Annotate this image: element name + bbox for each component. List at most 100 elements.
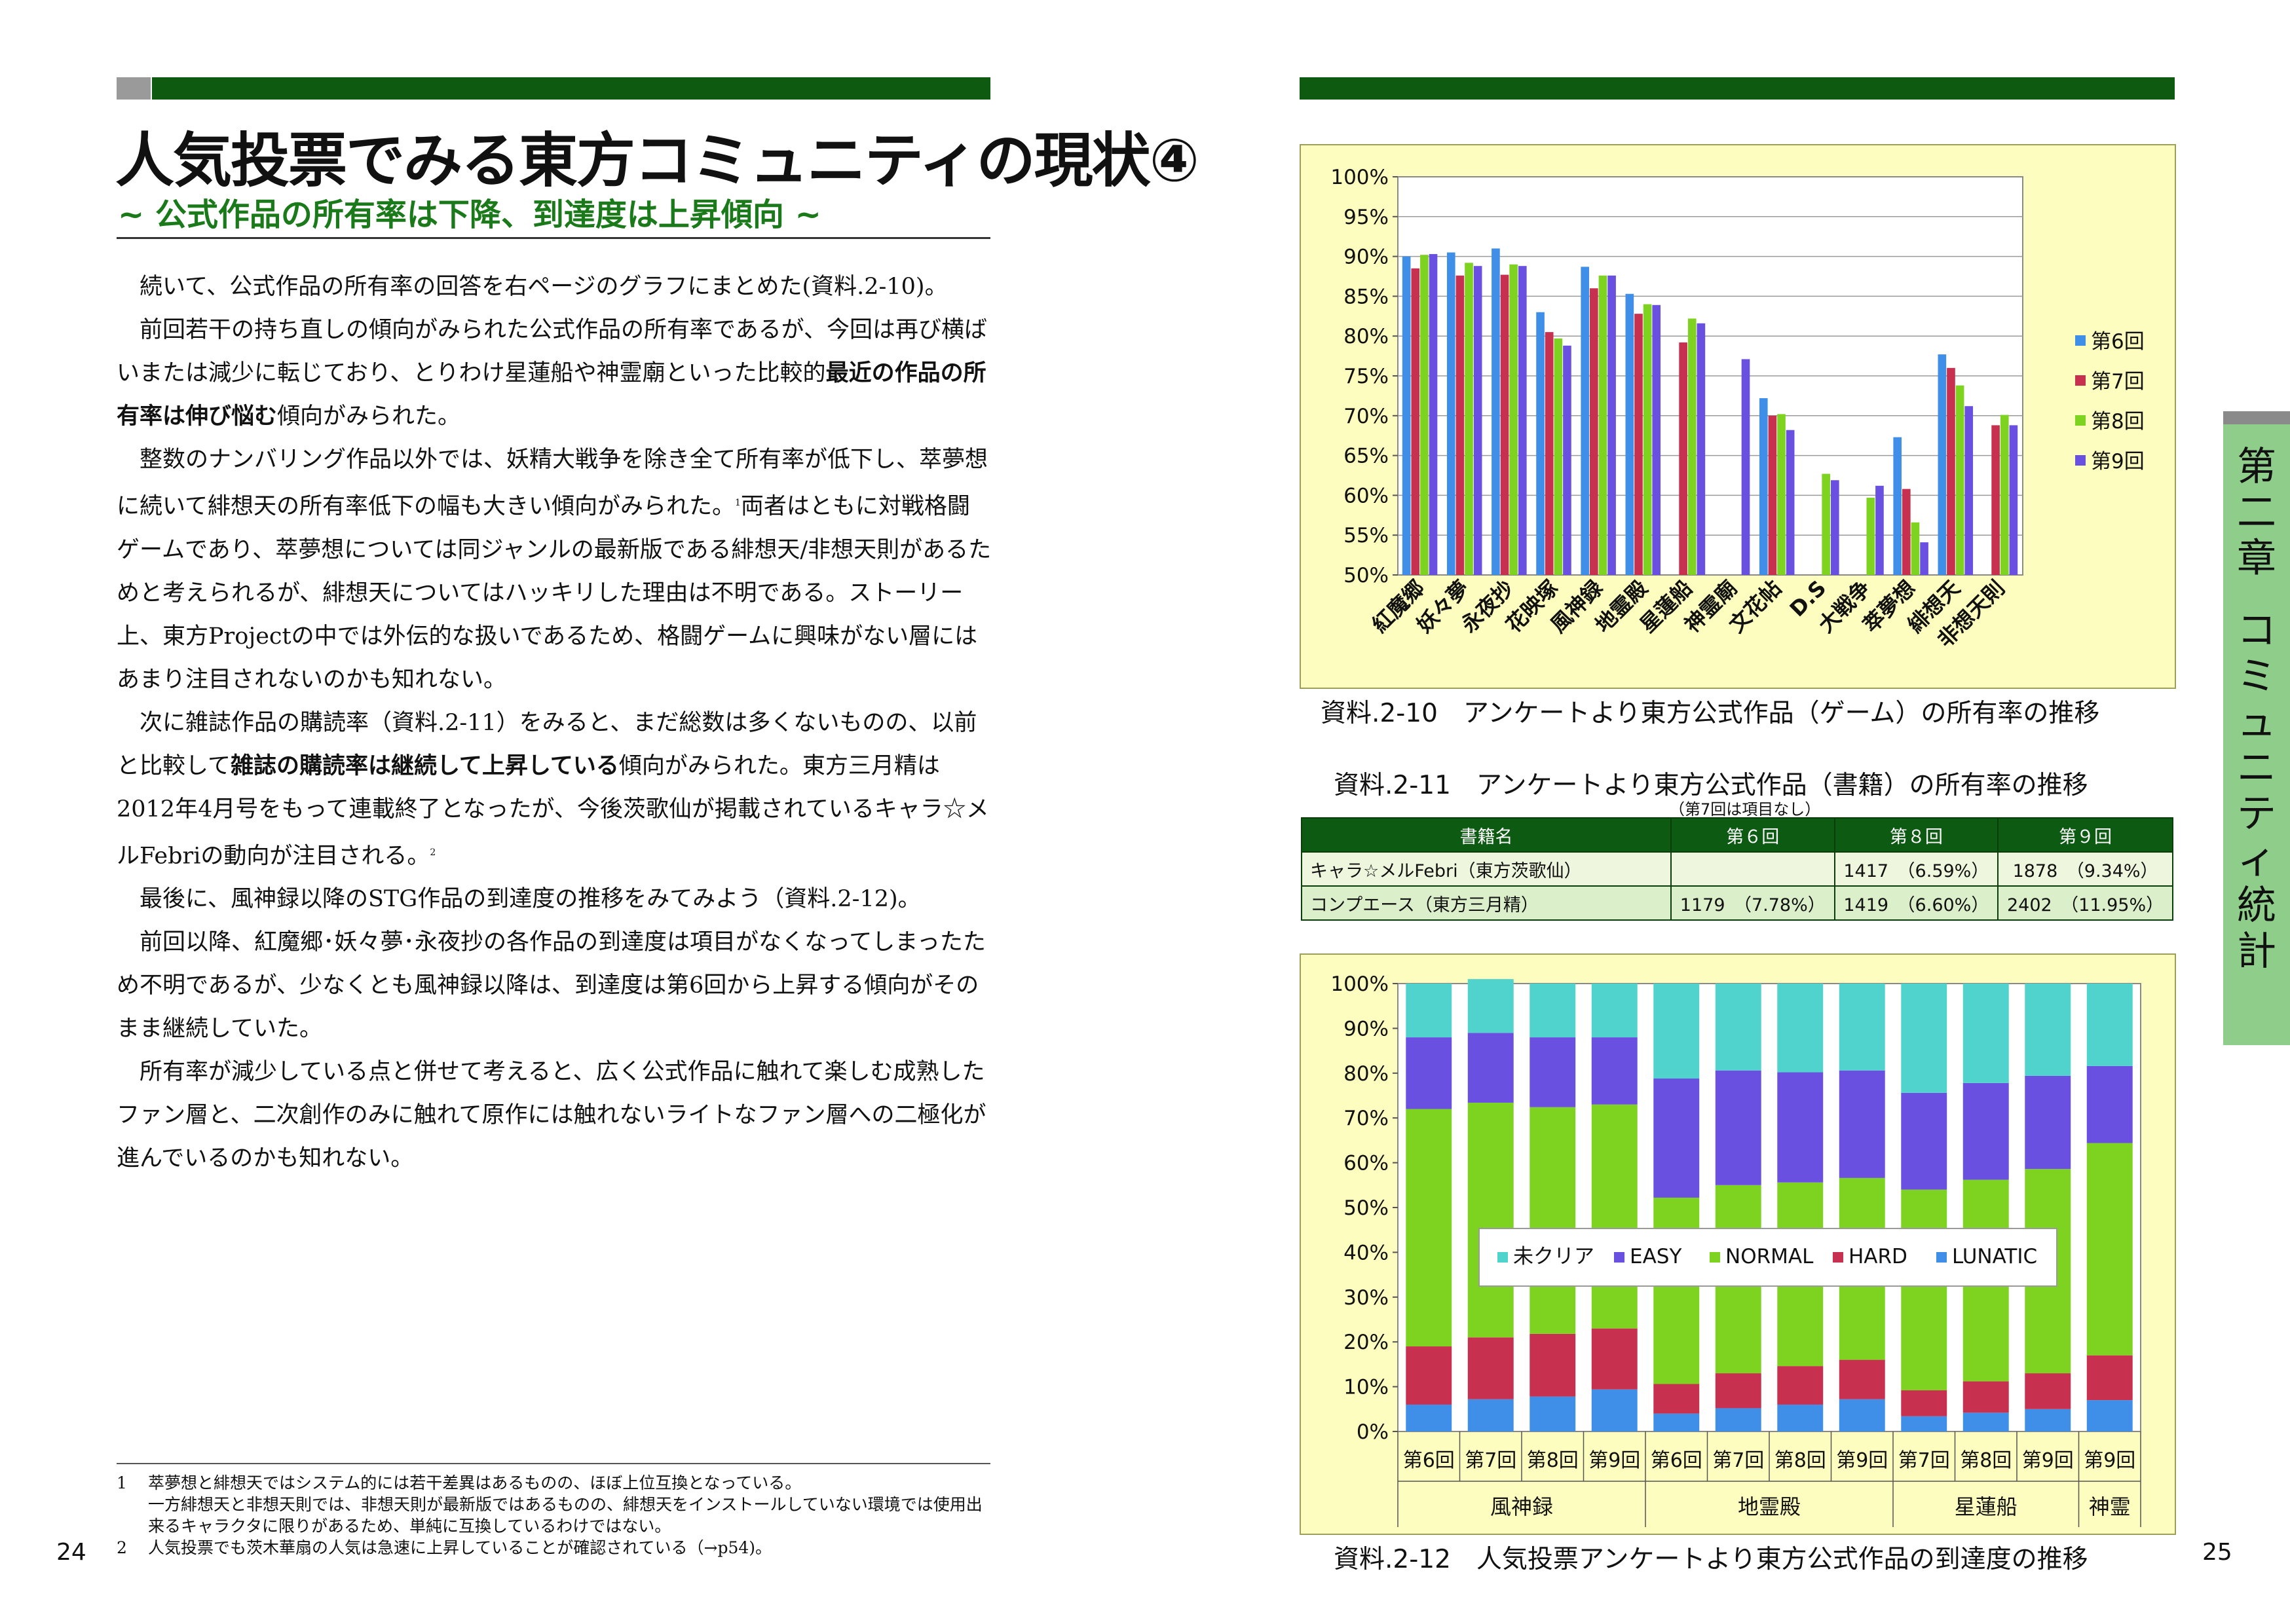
y-tick-label: 30%: [1343, 1286, 1389, 1310]
bar: [1920, 542, 1928, 575]
x-category-label: 第8回: [1774, 1449, 1826, 1472]
y-tick-label: 100%: [1330, 166, 1389, 189]
stacked-segment: [1715, 1373, 1761, 1409]
bar: [1777, 414, 1786, 575]
page-title: 人気投票でみる東方コミュニティの現状④: [115, 126, 1199, 195]
stacked-segment: [1653, 1384, 1700, 1414]
table-cell: 1419 （6.60%）: [1833, 885, 1999, 921]
x-category-label: 第9回: [2022, 1449, 2074, 1472]
stacked-segment: [1406, 984, 1452, 1038]
bar: [1500, 274, 1509, 575]
paragraph-text: 前回若干の持ち直しの傾向がみられた公式作品の所有率であるが、今回は再び横ばいまた…: [117, 317, 987, 386]
table-header-row: 書籍名 第６回 第８回 第９回: [1301, 817, 2173, 853]
footnotes: 1 萃夢想と緋想天ではシステム的には若干差異はあるものの、ほぼ上位互換となってい…: [117, 1472, 994, 1559]
x-category-label: 第8回: [1527, 1449, 1579, 1472]
header-bar-left: [152, 77, 990, 100]
bar: [1697, 323, 1706, 575]
bar: [1518, 266, 1527, 575]
stacked-segment: [1901, 1092, 1947, 1190]
footnote-divider: [117, 1463, 990, 1464]
stacked-segment: [1653, 1197, 1700, 1384]
legend-label: 第9回: [2091, 450, 2145, 473]
bar: [1768, 415, 1777, 575]
legend-label: EASY: [1630, 1245, 1681, 1268]
stacked-segment: [1591, 1037, 1638, 1105]
y-tick-label: 80%: [1343, 325, 1389, 348]
legend-label: 未クリア: [1513, 1245, 1594, 1268]
table-cell: 1179 （7.78%）: [1670, 885, 1835, 921]
stacked-segment: [1777, 1366, 1824, 1405]
tab-char: 第: [2237, 444, 2276, 490]
legend-swatch: [2075, 335, 2086, 346]
chapter-tab[interactable]: 第 二 章 コ ミ ュ ニ テ ィ 統 計: [2223, 424, 2290, 1045]
book-name-cell: コンプエース（東方三月精）: [1301, 885, 1672, 921]
bar: [1964, 406, 1974, 575]
stacked-segment: [1467, 979, 1514, 1033]
y-tick-label: 55%: [1343, 524, 1389, 547]
chapter-tab-label: 第 二 章 コ ミ ュ ニ テ ィ 統 計: [2223, 444, 2290, 974]
table-caption-books: 資料.2-11 アンケートより東方公式作品（書籍）の所有率の推移: [1334, 771, 2088, 800]
page-number-right: 25: [2202, 1539, 2232, 1566]
legend-swatch: [1497, 1252, 1508, 1263]
stacked-segment: [1777, 984, 1824, 1073]
bar: [1955, 385, 1964, 575]
bar: [1830, 480, 1839, 575]
book-ownership-table: 書籍名 第６回 第８回 第９回 キャラ☆メルFebri（東方茨歌仙） 1417 …: [1301, 817, 2173, 921]
y-tick-label: 0%: [1357, 1420, 1389, 1444]
paragraph: 整数のナンバリング作品以外では、妖精大戦争を除き全て所有率が低下し、萃夢想に続い…: [117, 438, 992, 701]
bar: [1759, 398, 1768, 575]
paragraph-text: 傾向がみられた。: [277, 403, 461, 430]
stacked-segment: [1591, 1104, 1638, 1329]
bar: [2009, 425, 2018, 575]
bar: [1581, 267, 1590, 575]
stacked-segment: [2086, 1400, 2133, 1431]
column-header: 書籍名: [1301, 817, 1672, 853]
stacked-segment: [1715, 984, 1761, 1071]
y-tick-label: 80%: [1343, 1062, 1389, 1086]
table-row: キャラ☆メルFebri（東方茨歌仙） 1417 （6.59%） 1878 （9.…: [1301, 851, 2173, 887]
tab-char: 章: [2237, 536, 2276, 581]
stacked-segment: [2086, 984, 2133, 1066]
stacked-segment: [2086, 1143, 2133, 1356]
x-category-label: 第8回: [1960, 1449, 2012, 1472]
reach-chart-svg: 0%10%20%30%40%50%60%70%80%90%100%第6回 第7回第…: [1330, 972, 2141, 1527]
x-category-label: 第7回: [1465, 1449, 1516, 1472]
y-tick-label: 40%: [1343, 1241, 1389, 1264]
chapter-tab-accent: [2223, 411, 2290, 424]
x-category-label: 第6回: [1651, 1449, 1702, 1472]
bar: [1902, 489, 1911, 575]
stacked-segment: [2086, 1355, 2133, 1401]
footnote-text: 萃夢想と緋想天ではシステム的には若干差異はあるものの、ほぼ上位互換となっている。…: [148, 1472, 994, 1537]
footnote-text: 人気投票でも茨木華扇の人気は急速に上昇していることが確認されている（→p54)。: [148, 1538, 772, 1557]
ownership-bar-chart: 50% 55% 60% 65% 70% 75% 80% 85% 90% 95% 100% 紅魔郷 妖々夢…: [1300, 144, 2176, 689]
y-tick-label: 60%: [1343, 484, 1389, 507]
x-category-label: 第9回: [1836, 1449, 1888, 1472]
chart-caption-reach: 資料.2-12 人気投票アンケートより東方公式作品の到達度の推移: [1334, 1545, 2088, 1574]
title-divider: [117, 237, 990, 239]
legend-swatch: [2075, 375, 2086, 386]
paragraph-text: 整数のナンバリング作品以外では、妖精大戦争を除き全て所有率が低下し、萃夢想に続い…: [117, 447, 988, 520]
bar: [1634, 314, 1643, 575]
y-tick-label: 95%: [1343, 206, 1389, 229]
bar: [1947, 367, 1955, 575]
bar: [1429, 253, 1438, 575]
y-tick-label: 85%: [1343, 285, 1389, 308]
table-cell: 1417 （6.59%）: [1833, 851, 1999, 887]
paragraph-text: 続いて、公式作品の所有率の回答を右ページのグラフにまとめた(資料.2-10)。: [140, 274, 948, 300]
bar: [1411, 268, 1420, 575]
paragraph: 所有率が減少している点と併せて考えると、広く公式作品に触れて楽しむ成熟したファン…: [117, 1050, 992, 1180]
legend-swatch: [2075, 455, 2086, 466]
stacked-segment: [2025, 1075, 2071, 1170]
legend-swatch: [1710, 1252, 1720, 1263]
column-header: 第６回: [1670, 817, 1835, 853]
y-tick-label: 60%: [1343, 1152, 1389, 1175]
stacked-segment: [1406, 1109, 1452, 1347]
stacked-segment: [1653, 1413, 1700, 1431]
bar: [1607, 275, 1616, 575]
stacked-segment: [1839, 1359, 1885, 1399]
stacked-segment: [1777, 1072, 1824, 1183]
bar: [1420, 255, 1429, 575]
footnote-ref[interactable]: 2: [430, 847, 436, 858]
tab-char: テ: [2237, 791, 2276, 837]
footnote-ref[interactable]: 1: [734, 498, 741, 508]
